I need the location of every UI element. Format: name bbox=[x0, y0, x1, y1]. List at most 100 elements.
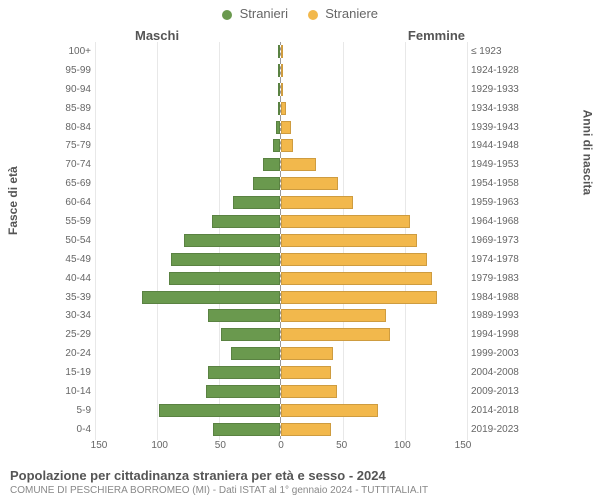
year-label: 1994-1998 bbox=[467, 329, 525, 340]
male-bar bbox=[208, 309, 280, 322]
age-label: 80-84 bbox=[55, 122, 95, 133]
female-half bbox=[281, 231, 467, 250]
x-axis: 15010050050100150 bbox=[99, 440, 463, 452]
female-bar bbox=[281, 404, 378, 417]
female-half bbox=[281, 212, 467, 231]
female-bar bbox=[281, 347, 333, 360]
year-label: 1999-2003 bbox=[467, 348, 525, 359]
female-half bbox=[281, 344, 467, 363]
bar-area bbox=[95, 193, 467, 212]
pyramid-row: 5-92014-2018 bbox=[55, 401, 525, 420]
header-female: Femmine bbox=[408, 28, 465, 43]
male-half bbox=[95, 288, 281, 307]
male-half bbox=[95, 306, 281, 325]
age-label: 20-24 bbox=[55, 348, 95, 359]
female-half bbox=[281, 250, 467, 269]
female-bar bbox=[281, 272, 432, 285]
male-half bbox=[95, 363, 281, 382]
female-half bbox=[281, 382, 467, 401]
bar-area bbox=[95, 231, 467, 250]
bar-area bbox=[95, 401, 467, 420]
female-half bbox=[281, 193, 467, 212]
female-bar bbox=[281, 291, 437, 304]
bar-area bbox=[95, 61, 467, 80]
male-bar bbox=[212, 215, 280, 228]
bar-area bbox=[95, 306, 467, 325]
female-half bbox=[281, 363, 467, 382]
x-tick: 150 bbox=[455, 440, 472, 451]
male-half bbox=[95, 61, 281, 80]
male-half bbox=[95, 344, 281, 363]
caption-title: Popolazione per cittadinanza straniera p… bbox=[10, 468, 590, 483]
male-bar bbox=[253, 177, 280, 190]
male-half bbox=[95, 420, 281, 439]
legend-label-male: Stranieri bbox=[240, 6, 288, 21]
male-bar bbox=[231, 347, 280, 360]
pyramid-row: 95-991924-1928 bbox=[55, 61, 525, 80]
bar-area bbox=[95, 155, 467, 174]
male-half bbox=[95, 382, 281, 401]
x-tick: 50 bbox=[215, 440, 226, 451]
female-bar bbox=[281, 102, 286, 115]
pyramid-row: 30-34 1989-1993 bbox=[55, 306, 525, 325]
female-bar bbox=[281, 328, 390, 341]
caption: Popolazione per cittadinanza straniera p… bbox=[10, 468, 590, 496]
pyramid-row: 50-541969-1973 bbox=[55, 231, 525, 250]
bar-area bbox=[95, 269, 467, 288]
female-bar bbox=[281, 215, 410, 228]
male-half bbox=[95, 231, 281, 250]
bar-area bbox=[95, 80, 467, 99]
pyramid-row: 70-741949-1953 bbox=[55, 155, 525, 174]
male-bar bbox=[276, 121, 280, 134]
female-bar bbox=[281, 423, 331, 436]
female-bar bbox=[281, 121, 291, 134]
x-tick: 50 bbox=[336, 440, 347, 451]
male-bar bbox=[184, 234, 280, 247]
year-label: 1989-1993 bbox=[467, 310, 525, 321]
female-bar bbox=[281, 309, 386, 322]
year-label: 1979-1983 bbox=[467, 273, 525, 284]
male-half bbox=[95, 80, 281, 99]
male-half bbox=[95, 174, 281, 193]
bar-area bbox=[95, 363, 467, 382]
male-half bbox=[95, 99, 281, 118]
bar-area bbox=[95, 382, 467, 401]
male-bar bbox=[273, 139, 280, 152]
pyramid-row: 20-24 1999-2003 bbox=[55, 344, 525, 363]
pyramid-row: 10-142009-2013 bbox=[55, 382, 525, 401]
pyramid-row: 80-84 1939-1943 bbox=[55, 118, 525, 137]
age-label: 30-34 bbox=[55, 310, 95, 321]
legend-item-female: Straniere bbox=[308, 6, 378, 21]
age-label: 95-99 bbox=[55, 65, 95, 76]
year-label: 1929-1933 bbox=[467, 84, 525, 95]
year-label: 1964-1968 bbox=[467, 216, 525, 227]
male-bar bbox=[206, 385, 280, 398]
age-label: 75-79 bbox=[55, 140, 95, 151]
bar-area bbox=[95, 212, 467, 231]
pyramid-row: 25-291994-1998 bbox=[55, 325, 525, 344]
male-half bbox=[95, 155, 281, 174]
year-label: 1939-1943 bbox=[467, 122, 525, 133]
caption-subtitle: COMUNE DI PESCHIERA BORROMEO (MI) - Dati… bbox=[10, 485, 590, 496]
age-label: 10-14 bbox=[55, 386, 95, 397]
age-label: 85-89 bbox=[55, 103, 95, 114]
bar-area bbox=[95, 288, 467, 307]
bar-area bbox=[95, 99, 467, 118]
pyramid-row: 15-192004-2008 bbox=[55, 363, 525, 382]
female-half bbox=[281, 401, 467, 420]
age-label: 65-69 bbox=[55, 178, 95, 189]
female-bar bbox=[281, 366, 331, 379]
male-bar bbox=[278, 64, 280, 77]
year-label: 2014-2018 bbox=[467, 405, 525, 416]
female-half bbox=[281, 42, 467, 61]
bar-area bbox=[95, 42, 467, 61]
male-bar bbox=[171, 253, 280, 266]
female-bar bbox=[281, 158, 316, 171]
female-bar bbox=[281, 45, 283, 58]
age-label: 90-94 bbox=[55, 84, 95, 95]
pyramid-row: 85-891934-1938 bbox=[55, 99, 525, 118]
pyramid-row: 35-391984-1988 bbox=[55, 288, 525, 307]
male-bar bbox=[221, 328, 280, 341]
x-tick: 100 bbox=[151, 440, 168, 451]
male-bar bbox=[278, 83, 280, 96]
